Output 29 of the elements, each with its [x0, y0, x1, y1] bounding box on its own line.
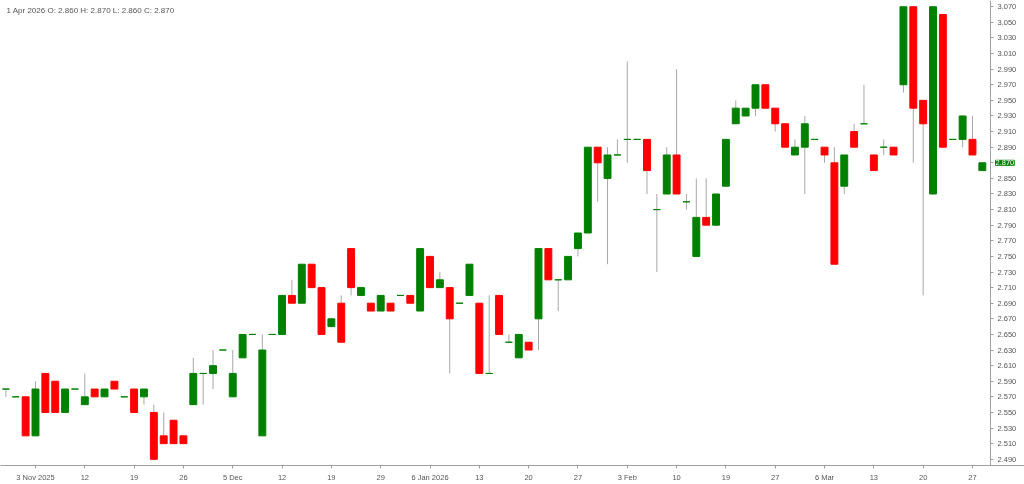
candlestick	[80, 372, 89, 406]
candlestick	[593, 146, 602, 203]
candlestick	[140, 388, 148, 406]
candlestick	[751, 84, 760, 117]
candlestick	[968, 115, 977, 156]
candlestick	[603, 146, 612, 265]
candlestick	[702, 177, 711, 226]
candlestick	[307, 263, 316, 289]
candlestick	[574, 232, 582, 257]
candlestick	[238, 333, 247, 359]
candlestick	[61, 388, 70, 413]
candlestick	[287, 279, 296, 304]
candlestick	[781, 123, 790, 148]
candlestick	[731, 99, 740, 125]
candlestick	[790, 138, 799, 156]
text: 1 Apr 2026 O: 2.860 H: 2.870 L: 2.860 C: 2.870	[6, 5, 175, 15]
candlestick	[228, 349, 237, 398]
candlestick	[800, 115, 809, 195]
candlestick	[919, 99, 928, 296]
candlestick	[771, 107, 780, 133]
candlestick	[564, 255, 573, 281]
candlestick	[958, 115, 967, 148]
candlestick	[209, 349, 217, 390]
candlestick	[1, 388, 10, 398]
candlestick	[761, 84, 770, 109]
candlestick	[850, 123, 859, 148]
candlestick	[613, 138, 622, 156]
candlestick	[130, 388, 139, 413]
candlestick	[514, 333, 523, 359]
